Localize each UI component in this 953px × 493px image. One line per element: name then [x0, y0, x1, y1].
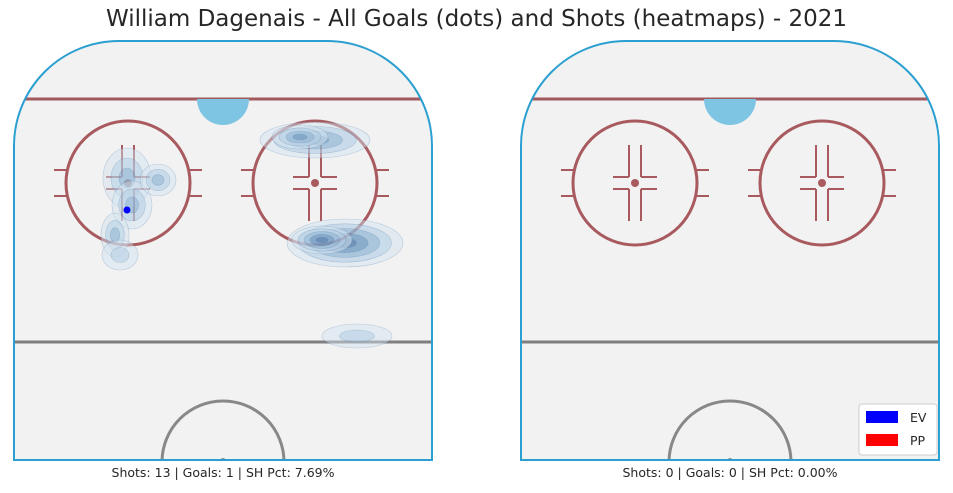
- heat-contour-top-of-right-faceoff-circle: [259, 121, 371, 159]
- center-circle: [160, 399, 286, 460]
- heat-contour-left-boards-low: [101, 239, 139, 271]
- rink-panel-2: Shots: 0 | Goals: 0 | SH Pct: 0.00%: [520, 40, 940, 480]
- heat-contour-top-of-right-faceoff-circle: [300, 135, 330, 145]
- rink-boards: [520, 40, 940, 461]
- goal-crease: [704, 99, 756, 125]
- heat-contour-right-slot-below-right-circle: [297, 228, 347, 252]
- heat-contour-left-faceoff-circle: [139, 163, 177, 197]
- heat-contour-right-slot-below-right-circle: [286, 218, 404, 268]
- heat-contour-right-slot-below-right-circle: [321, 233, 369, 253]
- heat-contour-left-faceoff-circle: [100, 212, 130, 258]
- heat-contour-right-slot-below-right-circle: [291, 225, 353, 255]
- heat-contour-left-faceoff-circle: [118, 167, 136, 189]
- heat-contour-right-point-near-blue-line: [321, 323, 393, 349]
- faceoff-dot: [311, 179, 319, 187]
- faceoff-circle-right: [758, 119, 886, 247]
- heat-contour-right-point-near-blue-line: [339, 329, 375, 343]
- faceoff-dot: [631, 179, 639, 187]
- faceoff-dot: [818, 179, 826, 187]
- goal-crease: [197, 99, 249, 125]
- heat-contour-top-of-right-faceoff-circle: [292, 133, 308, 141]
- heat-contour-left-faceoff-circle: [105, 220, 125, 250]
- rink-boards: [13, 40, 433, 461]
- heat-contour-top-of-right-faceoff-circle: [287, 130, 343, 150]
- panel-caption: Shots: 0 | Goals: 0 | SH Pct: 0.00%: [622, 465, 837, 480]
- heat-contour-left-faceoff-circle: [110, 157, 144, 199]
- heat-contour-left-faceoff-circle: [110, 227, 120, 243]
- heat-contour-right-slot-below-right-circle: [303, 231, 341, 249]
- heat-contour-left-faceoff-circle: [151, 174, 165, 186]
- rink-panel-1: Shots: 13 | Goals: 1 | SH Pct: 7.69%: [13, 40, 433, 480]
- heat-contour-right-slot-below-right-circle: [315, 236, 329, 244]
- goal-dot: [123, 206, 131, 214]
- heat-contour-left-faceoff-circle: [111, 180, 153, 230]
- faceoff-dot: [124, 179, 132, 187]
- ice-surface: [521, 41, 939, 460]
- legend-swatch-ev: [866, 411, 898, 423]
- panel-caption: Shots: 13 | Goals: 1 | SH Pct: 7.69%: [112, 465, 335, 480]
- heat-contour-right-slot-below-right-circle: [309, 228, 381, 258]
- center-circle: [667, 399, 793, 460]
- heat-contour-top-of-right-faceoff-circle: [285, 130, 315, 144]
- heat-contour-top-of-right-faceoff-circle: [278, 127, 322, 147]
- ice-surface: [14, 41, 432, 460]
- legend-label-ev: EV: [910, 410, 927, 425]
- heat-contour-top-of-right-faceoff-circle: [271, 124, 329, 150]
- heat-contour-top-of-right-faceoff-circle: [273, 126, 357, 154]
- faceoff-circle-left: [571, 119, 699, 247]
- faceoff-circle-left: [64, 119, 192, 247]
- heat-contour-right-slot-below-right-circle: [298, 223, 392, 263]
- heat-contour-left-faceoff-circle: [145, 169, 171, 191]
- chart-title: William Dagenais - All Goals (dots) and …: [105, 6, 848, 32]
- legend: EV PP: [858, 403, 938, 456]
- heat-contour-right-slot-below-right-circle: [309, 234, 335, 246]
- heatmap: [100, 121, 404, 349]
- heat-contour-right-slot-below-right-circle: [333, 237, 357, 249]
- faceoff-circle-right: [251, 119, 379, 247]
- legend-label-pp: PP: [910, 433, 926, 448]
- legend-swatch-pp: [866, 434, 898, 446]
- heat-contour-left-boards-low: [110, 247, 130, 263]
